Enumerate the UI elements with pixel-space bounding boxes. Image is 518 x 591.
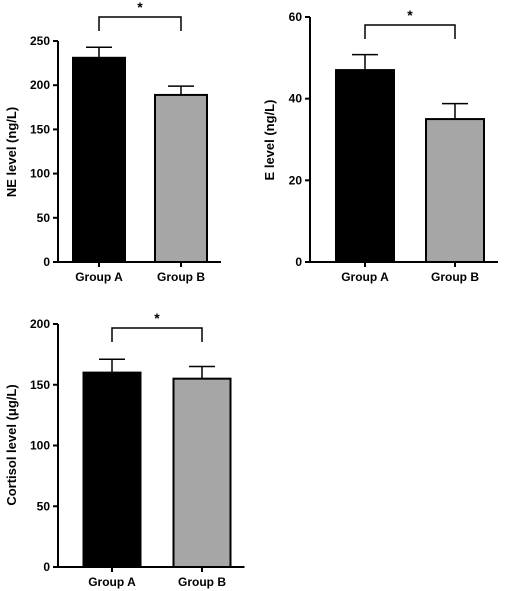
y-tick-label: 20 bbox=[289, 173, 303, 187]
bar-group-b bbox=[425, 118, 485, 264]
significance-star: * bbox=[137, 0, 143, 15]
chart-ne-level: NE level (ng/L) 0 50 100 150 200 250 Group A Gr… bbox=[4, 0, 221, 284]
significance-bracket bbox=[98, 16, 182, 31]
x-tick-label: Group A bbox=[75, 270, 123, 284]
bar-group-b bbox=[154, 93, 208, 264]
x-tick-label: Group B bbox=[157, 270, 205, 284]
y-tick-label: 200 bbox=[30, 78, 50, 92]
bar-group-a bbox=[82, 371, 142, 568]
y-tick-label: 150 bbox=[30, 378, 50, 392]
x-tick-label: Group A bbox=[88, 575, 136, 589]
bar-group-b bbox=[172, 377, 232, 568]
chart-cortisol-level: Cortisol level (μg/L) 0 50 100 150 200 Group … bbox=[4, 310, 245, 589]
significance-bracket bbox=[111, 327, 203, 342]
significance-bracket bbox=[364, 24, 456, 39]
y-tick-label: 100 bbox=[30, 167, 50, 181]
y-tick-label: 150 bbox=[30, 122, 50, 136]
y-axis-title: Cortisol level (μg/L) bbox=[4, 384, 19, 505]
y-tick-label: 50 bbox=[37, 211, 51, 225]
bar-group-a bbox=[72, 56, 126, 263]
chart-e-level: E level (ng/L) 0 20 40 60 Group A Group B * bbox=[262, 7, 498, 284]
x-tick-label: Group B bbox=[178, 575, 226, 589]
x-tick-label: Group A bbox=[341, 270, 389, 284]
y-tick-label: 60 bbox=[289, 10, 303, 24]
bar-group-a bbox=[335, 69, 395, 264]
y-tick-label: 100 bbox=[30, 439, 50, 453]
significance-star: * bbox=[154, 310, 160, 326]
y-tick-label: 40 bbox=[289, 92, 303, 106]
significance-star: * bbox=[407, 7, 413, 23]
y-tick-label: 50 bbox=[37, 499, 51, 513]
x-tick-label: Group B bbox=[431, 270, 479, 284]
y-tick-label: 200 bbox=[30, 317, 50, 331]
y-tick-label: 0 bbox=[295, 255, 302, 269]
y-axis-title: NE level (ng/L) bbox=[4, 107, 19, 197]
y-tick-label: 0 bbox=[43, 255, 50, 269]
y-tick-label: 0 bbox=[43, 560, 50, 574]
y-axis-title: E level (ng/L) bbox=[262, 100, 277, 181]
y-tick-label: 250 bbox=[30, 34, 50, 48]
